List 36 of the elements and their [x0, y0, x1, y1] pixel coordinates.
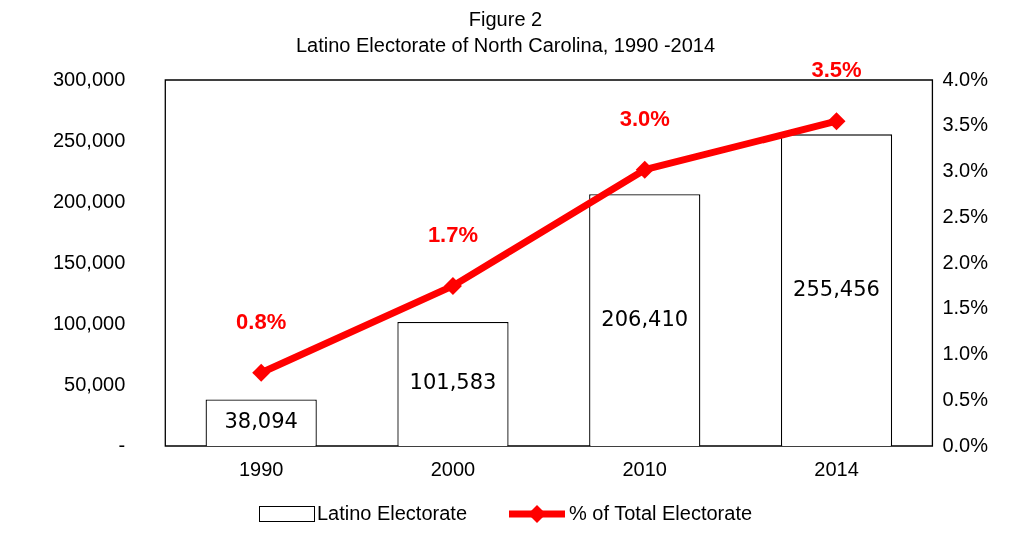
y2-tick-label: 3.0%	[942, 159, 989, 182]
text: Latino Electorate	[316, 502, 468, 525]
point	[635, 160, 654, 179]
y2-tick-label: 0.0%	[942, 433, 989, 456]
y-tick-label: 300,000	[53, 67, 126, 90]
data-label: 255,456	[793, 276, 880, 301]
y-tick-label: 200,000	[53, 189, 126, 212]
y-tick-label: 150,000	[53, 250, 126, 273]
data-label: 3.0%	[619, 105, 670, 131]
y2-tick-label: 3.5%	[942, 113, 989, 136]
y2-tick-label: 0.5%	[942, 387, 989, 410]
point	[252, 363, 271, 382]
data-label: 1.7%	[427, 221, 479, 247]
point	[827, 112, 846, 131]
point	[443, 276, 462, 295]
data-label: 206,410	[601, 306, 689, 331]
chart-subtitle: Latino Electorate of North Carolina, 1990 -2014	[295, 33, 716, 56]
x-tick-label: 2010	[622, 457, 667, 480]
y-tick-label: 250,000	[53, 128, 126, 151]
y2-tick-label: 2.5%	[942, 204, 989, 227]
data-label: 101,583	[409, 370, 497, 395]
x-tick-label: 2000	[430, 457, 476, 480]
data-label: 3.5%	[811, 57, 862, 83]
y2-tick-label: 2.0%	[942, 250, 989, 273]
y-tick-label: -	[118, 433, 126, 456]
chart-title: Figure 2	[468, 7, 543, 30]
y-tick-label: 100,000	[53, 311, 126, 334]
data-label: 0.8%	[236, 308, 287, 334]
x-tick-label: 2014	[814, 457, 859, 480]
data-label: 38,094	[224, 409, 298, 434]
legend-label: % of Total Electorate	[569, 502, 753, 525]
y2-tick-label: 1.5%	[942, 296, 989, 319]
y-tick-label: 50,000	[64, 372, 126, 395]
y2-tick-label: 1.0%	[942, 342, 989, 365]
x-tick-label: 1990	[238, 457, 284, 480]
y2-tick-label: 4.0%	[942, 67, 989, 90]
